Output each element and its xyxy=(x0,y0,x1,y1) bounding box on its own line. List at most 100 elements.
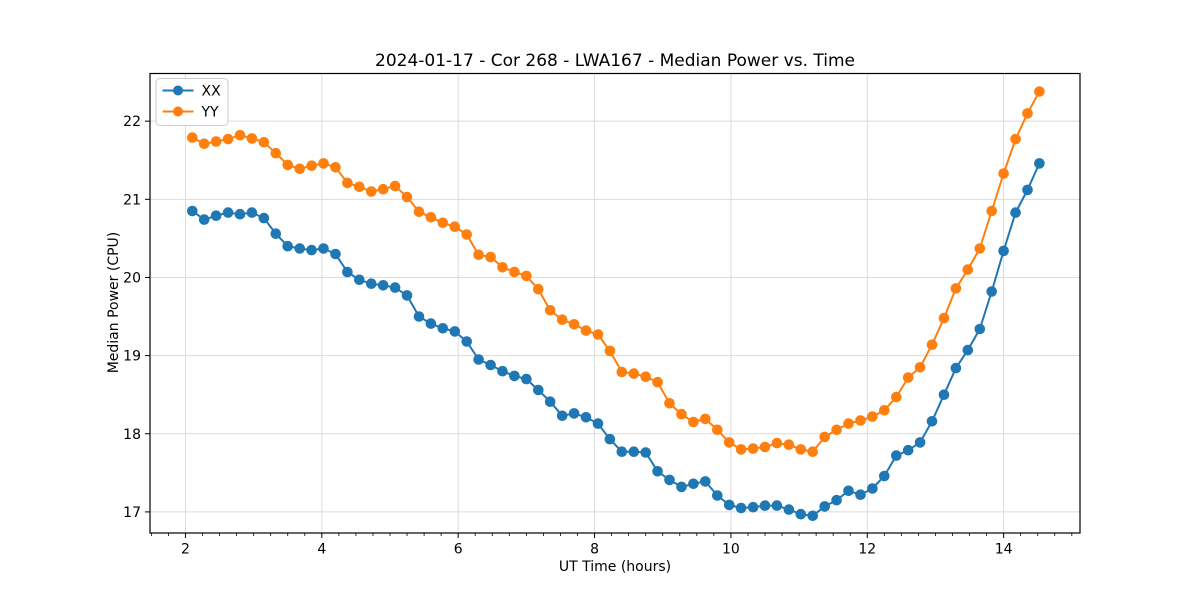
series-yy-marker xyxy=(187,132,198,143)
series-xx-marker xyxy=(580,412,592,423)
series-yy-marker xyxy=(998,168,1009,179)
series-xx-marker xyxy=(485,359,496,371)
series-yy-marker xyxy=(270,147,282,159)
y-tick-label: 19 xyxy=(123,349,141,365)
series-xx-marker xyxy=(389,282,401,293)
series-xx-marker xyxy=(342,266,353,278)
series-yy-marker xyxy=(902,372,914,383)
series-yy-marker xyxy=(425,212,437,223)
y-tick-label: 20 xyxy=(123,270,141,286)
series-xx-marker xyxy=(544,396,556,408)
series-yy-marker xyxy=(461,229,473,240)
series-xx-marker xyxy=(700,476,711,487)
legend-marker-yy-icon xyxy=(173,106,183,117)
series-yy-marker xyxy=(962,264,974,275)
series-yy-marker xyxy=(1022,108,1033,119)
series-yy-marker xyxy=(366,186,377,197)
series-yy-marker xyxy=(389,180,401,192)
series-yy-marker xyxy=(413,206,425,218)
y-tick-label: 21 xyxy=(123,192,141,208)
series-yy-marker xyxy=(377,183,389,195)
axes-frame xyxy=(149,72,1081,534)
x-tick-label: 2 xyxy=(181,542,190,558)
series-yy-marker xyxy=(592,329,604,340)
series-xx-marker xyxy=(533,384,544,396)
series-xx-marker xyxy=(306,244,317,256)
series-yy-marker xyxy=(747,443,759,454)
series-xx-marker xyxy=(783,504,795,515)
series-yy-marker xyxy=(867,411,878,422)
series-yy-marker xyxy=(712,424,723,436)
x-tick-label: 10 xyxy=(722,542,740,558)
series-xx-marker xyxy=(270,228,282,239)
series-xx-marker xyxy=(282,240,294,252)
chart-title: 2024-01-17 - Cor 268 - LWA167 - Median P… xyxy=(375,51,855,71)
x-tick-label: 4 xyxy=(317,542,326,558)
series-xx-marker xyxy=(592,418,604,429)
series-yy-marker xyxy=(700,413,711,425)
series-xx-marker xyxy=(926,416,938,427)
series-xx-marker xyxy=(771,500,783,511)
series-xx-marker xyxy=(867,483,878,494)
x-tick-label: 8 xyxy=(590,542,599,558)
series-xx-marker xyxy=(461,336,473,347)
series-yy-marker xyxy=(891,391,902,403)
series-xx-marker xyxy=(616,446,628,458)
series-xx-marker xyxy=(198,214,210,225)
x-tick-label: 14 xyxy=(995,542,1013,558)
series-xx-marker xyxy=(401,290,413,301)
series-xx-marker xyxy=(366,278,377,290)
series-yy-marker xyxy=(819,431,830,443)
series-yy-marker xyxy=(568,319,580,330)
x-tick-label: 6 xyxy=(454,542,463,558)
series-xx-marker xyxy=(652,466,663,477)
series-yy-marker xyxy=(1010,133,1021,145)
series-yy-marker xyxy=(521,270,532,282)
series-xx-marker xyxy=(712,490,723,501)
series-xx-marker xyxy=(1022,184,1033,196)
series-yy-marker xyxy=(938,312,950,324)
series-xx-marker xyxy=(664,474,675,486)
series-xx-marker xyxy=(234,208,246,220)
series-xx-marker xyxy=(986,286,997,297)
series-yy-marker xyxy=(198,138,210,150)
x-axis-label: UT Time (hours) xyxy=(559,559,671,575)
series-xx-marker xyxy=(210,210,222,221)
series-yy-marker xyxy=(449,221,461,232)
series-xx-marker xyxy=(1034,158,1045,169)
series-yy-marker xyxy=(485,251,496,263)
series-yy-marker xyxy=(831,424,842,436)
series-xx-marker xyxy=(950,362,962,374)
y-tick-label: 22 xyxy=(123,114,141,130)
series-yy-marker xyxy=(544,305,556,316)
series-yy-marker xyxy=(533,283,544,295)
series-yy-marker xyxy=(616,366,628,378)
series-xx-marker xyxy=(246,207,258,218)
series-yy-marker xyxy=(246,133,258,144)
series-xx-marker xyxy=(831,494,842,506)
series-xx-marker xyxy=(962,344,974,356)
series-yy-marker xyxy=(234,129,246,141)
series-xx-marker xyxy=(998,245,1009,257)
series-xx-marker xyxy=(437,323,449,334)
series-xx-marker xyxy=(723,499,735,511)
series-xx-marker xyxy=(521,373,532,385)
series-xx-marker xyxy=(509,370,520,382)
series-xx-line xyxy=(191,162,1041,517)
series-xx-marker xyxy=(676,481,687,493)
series-yy-marker xyxy=(652,376,663,388)
series-yy-marker xyxy=(843,418,854,429)
series-yy-marker xyxy=(354,181,365,193)
series-xx-marker xyxy=(556,410,568,422)
series-xx-marker xyxy=(449,326,461,337)
series-xx-marker xyxy=(330,248,341,260)
legend-label-xx: XX xyxy=(202,84,222,100)
series-yy-marker xyxy=(879,405,890,416)
series-yy-marker xyxy=(950,283,962,294)
series-yy-marker xyxy=(509,266,520,278)
series-yy-marker xyxy=(628,368,640,379)
series-yy-marker xyxy=(342,177,353,189)
series-yy-marker xyxy=(771,437,783,449)
y-tick-label: 17 xyxy=(123,505,141,521)
